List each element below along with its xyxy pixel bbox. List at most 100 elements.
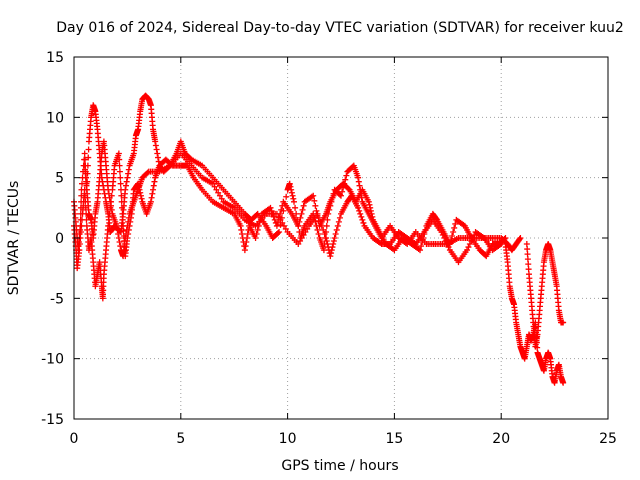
y-tick-label: 15	[46, 50, 64, 66]
data-point	[238, 226, 245, 233]
data-point	[295, 241, 302, 248]
data-point	[304, 225, 311, 232]
data-point	[252, 235, 259, 241]
data-point	[345, 185, 352, 192]
data-point	[243, 239, 250, 246]
series-track-b	[71, 150, 509, 302]
data-point	[343, 172, 350, 179]
data-point	[317, 218, 324, 225]
data-point	[469, 235, 476, 241]
data-point	[253, 230, 260, 237]
data-point	[300, 231, 307, 238]
data-point	[299, 206, 306, 213]
data-point	[149, 190, 156, 197]
data-point	[315, 230, 322, 237]
data-point	[116, 162, 123, 169]
data-point	[295, 222, 302, 229]
data-point	[211, 183, 218, 190]
data-point	[338, 192, 344, 199]
data-point	[241, 247, 248, 254]
data-point	[117, 180, 124, 187]
data-point	[283, 193, 290, 200]
data-point	[328, 247, 335, 254]
data-point	[355, 174, 362, 181]
data-point	[81, 150, 88, 157]
data-point	[333, 226, 340, 233]
data-point	[449, 232, 456, 239]
data-point	[289, 192, 296, 199]
data-point	[122, 230, 129, 237]
data-point	[314, 226, 321, 233]
data-point	[150, 182, 157, 189]
data-point	[452, 220, 459, 227]
data-point	[216, 192, 223, 199]
data-point	[331, 235, 338, 241]
data-point	[438, 228, 445, 235]
data-point	[82, 156, 89, 163]
data-point	[367, 204, 374, 211]
data-point	[276, 228, 283, 235]
data-point	[114, 226, 121, 233]
data-point	[108, 202, 115, 209]
data-point	[151, 178, 158, 185]
data-point	[336, 214, 343, 221]
data-point	[418, 243, 425, 250]
data-point	[313, 207, 320, 214]
data-point	[277, 216, 284, 223]
data-point	[342, 176, 349, 183]
data-point	[119, 204, 126, 211]
data-point	[466, 241, 473, 248]
data-point	[312, 202, 319, 209]
data-point	[445, 244, 452, 251]
data-point	[524, 251, 531, 258]
data-point	[124, 222, 131, 229]
y-tick-labels: -15 -10 -5 0 5 10 15	[41, 50, 64, 428]
data-point	[115, 230, 122, 237]
data-point	[516, 236, 523, 243]
data-point	[442, 238, 449, 245]
chart-title: Day 016 of 2024, Sidereal Day-to-day VTE…	[56, 20, 624, 36]
y-axis-label: SDTVAR / TECUs	[6, 181, 22, 296]
data-point	[302, 228, 309, 235]
data-point	[318, 222, 325, 229]
data-point	[321, 230, 328, 237]
data-point	[125, 214, 132, 221]
data-point	[287, 183, 294, 190]
data-point	[152, 138, 159, 145]
y-tick-label: -10	[41, 352, 64, 368]
data-point	[314, 210, 321, 217]
data-point	[85, 154, 92, 161]
x-tick-label: 10	[279, 431, 297, 447]
data-point	[433, 215, 440, 222]
data-point	[517, 235, 524, 241]
grid-lines	[74, 57, 608, 419]
data-point	[117, 243, 124, 250]
data-point	[137, 189, 144, 196]
data-point	[334, 222, 341, 229]
y-tick-label: -15	[41, 412, 64, 428]
data-point	[117, 186, 124, 193]
data-point	[502, 235, 509, 241]
data-point	[275, 213, 282, 220]
x-axis-label: GPS time / hours	[281, 458, 398, 474]
data-point	[155, 154, 162, 161]
data-point	[468, 238, 475, 245]
data-point	[464, 247, 471, 254]
data-point	[367, 207, 374, 214]
x-tick-label: 0	[70, 431, 79, 447]
data-point	[356, 207, 363, 214]
axis-ticks	[73, 56, 609, 420]
data-point	[523, 241, 530, 248]
data-point	[237, 222, 244, 229]
data-point	[417, 247, 424, 254]
data-point	[297, 238, 304, 245]
data-point	[113, 222, 120, 229]
data-point	[107, 198, 114, 205]
series-tail	[502, 241, 567, 386]
data-point	[118, 192, 125, 199]
data-point	[286, 180, 293, 187]
data-point	[311, 197, 318, 204]
x-tick-label: 25	[599, 431, 617, 447]
data-point	[292, 204, 299, 211]
